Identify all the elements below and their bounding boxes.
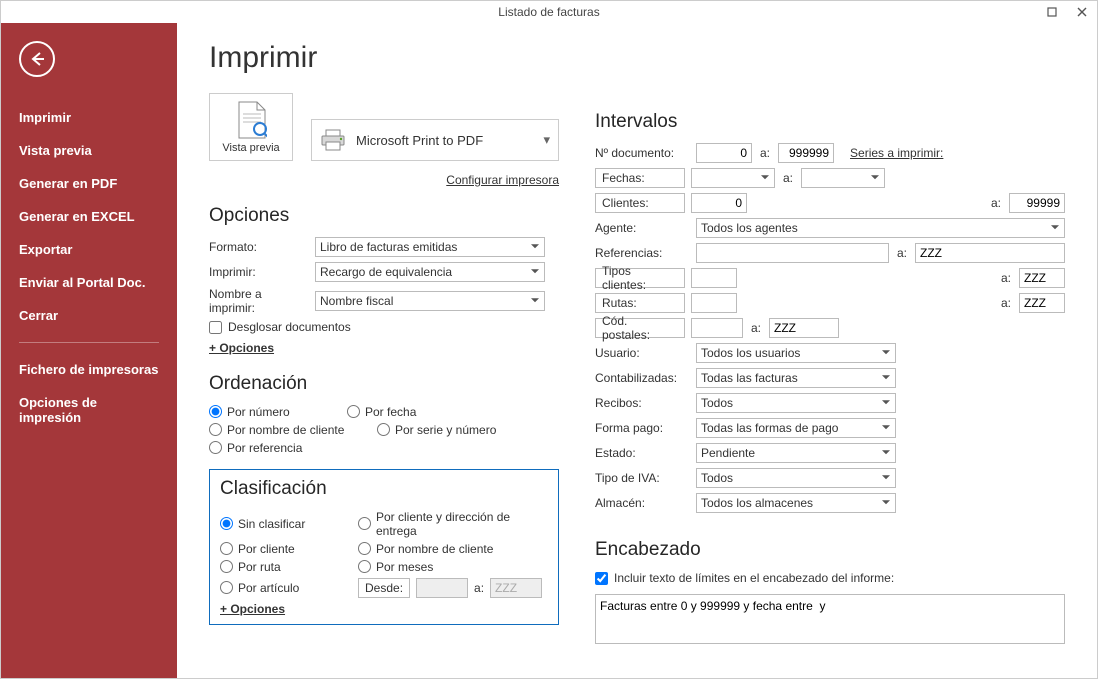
referencias-label: Referencias:: [595, 246, 690, 260]
clientes-to-input[interactable]: [1009, 193, 1065, 213]
clas-por-cliente-direccion[interactable]: Por cliente y dirección de entrega: [358, 510, 548, 538]
sidebar-item-exportar[interactable]: Exportar: [1, 233, 177, 266]
clas-por-cliente[interactable]: Por cliente: [220, 542, 350, 556]
tipocli-to-input[interactable]: [1019, 268, 1065, 288]
clas-por-ruta[interactable]: Por ruta: [220, 560, 350, 574]
orden-por-serie-numero[interactable]: Por serie y número: [377, 423, 497, 437]
doc-to-input[interactable]: [778, 143, 834, 163]
sidebar-separator: [19, 342, 159, 343]
usuario-select[interactable]: Todos los usuarios: [696, 343, 896, 363]
sidebar-item-opciones-impresion[interactable]: Opciones de impresión: [1, 386, 177, 434]
fechas-button[interactable]: Fechas:: [595, 168, 685, 188]
imprimir-label: Imprimir:: [209, 265, 309, 279]
forma-pago-label: Forma pago:: [595, 421, 690, 435]
intervalos-heading: Intervalos: [595, 111, 1065, 133]
sidebar-item-generar-excel[interactable]: Generar en EXCEL: [1, 200, 177, 233]
cp-from-input[interactable]: [691, 318, 743, 338]
tipocli-from-input[interactable]: [691, 268, 737, 288]
formato-select[interactable]: Libro de facturas emitidas: [315, 237, 545, 257]
page-preview-icon: [235, 101, 267, 139]
fecha-desde-input[interactable]: [691, 168, 775, 188]
desde-label: Desde:: [358, 578, 410, 598]
printer-name: Microsoft Print to PDF: [356, 133, 483, 148]
clientes-from-input[interactable]: [691, 193, 747, 213]
clas-por-meses[interactable]: Por meses: [358, 560, 548, 574]
usuario-label: Usuario:: [595, 346, 690, 360]
vista-previa-button[interactable]: Vista previa: [209, 93, 293, 161]
sidebar-item-imprimir[interactable]: Imprimir: [1, 101, 177, 134]
cp-to-input[interactable]: [769, 318, 839, 338]
clasificacion-plus-link[interactable]: + Opciones: [220, 602, 285, 616]
estado-label: Estado:: [595, 446, 690, 460]
contab-select[interactable]: Todas las facturas: [696, 368, 896, 388]
tipos-clientes-button[interactable]: Tipos clientes:: [595, 268, 685, 288]
titlebar: Listado de facturas: [1, 1, 1097, 23]
clas-por-articulo[interactable]: Por artículo: [220, 581, 350, 595]
articulo-hasta-input[interactable]: [490, 578, 542, 598]
nombre-select[interactable]: Nombre fiscal: [315, 291, 545, 311]
estado-select[interactable]: Pendiente: [696, 443, 896, 463]
forma-pago-select[interactable]: Todas las formas de pago: [696, 418, 896, 438]
almacen-select[interactable]: Todos los almacenes: [696, 493, 896, 513]
orden-por-nombre-cliente[interactable]: Por nombre de cliente: [209, 423, 359, 437]
printer-select[interactable]: Microsoft Print to PDF ▾: [311, 119, 559, 161]
orden-por-numero[interactable]: Por número: [209, 405, 329, 419]
articulo-desde-input[interactable]: [416, 578, 468, 598]
maximize-button[interactable]: [1037, 1, 1067, 23]
incluir-texto-checkbox[interactable]: Incluir texto de límites en el encabezad…: [595, 571, 894, 585]
doc-label: Nº documento:: [595, 146, 690, 160]
page-title: Imprimir: [209, 41, 559, 75]
encabezado-text[interactable]: [595, 594, 1065, 644]
orden-por-fecha[interactable]: Por fecha: [347, 405, 467, 419]
a-label: a:: [474, 581, 484, 595]
dialog-window: Listado de facturas Imprimir Vista previ…: [0, 0, 1098, 679]
sidebar-item-enviar-portal[interactable]: Enviar al Portal Doc.: [1, 266, 177, 299]
recibos-select[interactable]: Todos: [696, 393, 896, 413]
rutas-button[interactable]: Rutas:: [595, 293, 685, 313]
clasificacion-panel: Clasificación Sin clasificar Por cliente…: [209, 469, 559, 625]
opciones-heading: Opciones: [209, 205, 559, 227]
clas-sin-clasificar[interactable]: Sin clasificar: [220, 517, 350, 531]
ref-to-input[interactable]: [915, 243, 1065, 263]
sidebar-item-cerrar[interactable]: Cerrar: [1, 299, 177, 332]
sidebar-item-vista-previa[interactable]: Vista previa: [1, 134, 177, 167]
chevron-down-icon: ▾: [543, 132, 550, 148]
printer-icon: [320, 129, 346, 151]
contab-label: Contabilizadas:: [595, 371, 690, 385]
configurar-impresora-link[interactable]: Configurar impresora: [446, 173, 559, 187]
cod-postales-button[interactable]: Cód. postales:: [595, 318, 685, 338]
rutas-from-input[interactable]: [691, 293, 737, 313]
fecha-hasta-input[interactable]: [801, 168, 885, 188]
vista-previa-label: Vista previa: [222, 142, 279, 154]
clasificacion-heading: Clasificación: [220, 478, 548, 500]
close-button[interactable]: [1067, 1, 1097, 23]
tipo-iva-select[interactable]: Todos: [696, 468, 896, 488]
doc-from-input[interactable]: [696, 143, 752, 163]
agente-label: Agente:: [595, 221, 690, 235]
imprimir-select[interactable]: Recargo de equivalencia: [315, 262, 545, 282]
recibos-label: Recibos:: [595, 396, 690, 410]
rutas-to-input[interactable]: [1019, 293, 1065, 313]
sidebar: Imprimir Vista previa Generar en PDF Gen…: [1, 23, 177, 678]
opciones-plus-link[interactable]: + Opciones: [209, 341, 274, 355]
sidebar-item-fichero-impresoras[interactable]: Fichero de impresoras: [1, 353, 177, 386]
encabezado-heading: Encabezado: [595, 539, 1065, 561]
ordenacion-heading: Ordenación: [209, 373, 559, 395]
clas-por-nombre-cliente[interactable]: Por nombre de cliente: [358, 542, 548, 556]
clientes-button[interactable]: Clientes:: [595, 193, 685, 213]
ref-from-input[interactable]: [696, 243, 889, 263]
agente-select[interactable]: Todos los agentes: [696, 218, 1065, 238]
desglosar-checkbox[interactable]: Desglosar documentos: [209, 320, 351, 334]
orden-por-referencia[interactable]: Por referencia: [209, 441, 329, 455]
window-title: Listado de facturas: [498, 5, 599, 19]
formato-label: Formato:: [209, 240, 309, 254]
series-link[interactable]: Series a imprimir:: [850, 146, 943, 160]
sidebar-item-generar-pdf[interactable]: Generar en PDF: [1, 167, 177, 200]
back-button[interactable]: [19, 41, 55, 77]
nombre-label: Nombre a imprimir:: [209, 287, 309, 315]
almacen-label: Almacén:: [595, 496, 690, 510]
tipo-iva-label: Tipo de IVA:: [595, 471, 690, 485]
